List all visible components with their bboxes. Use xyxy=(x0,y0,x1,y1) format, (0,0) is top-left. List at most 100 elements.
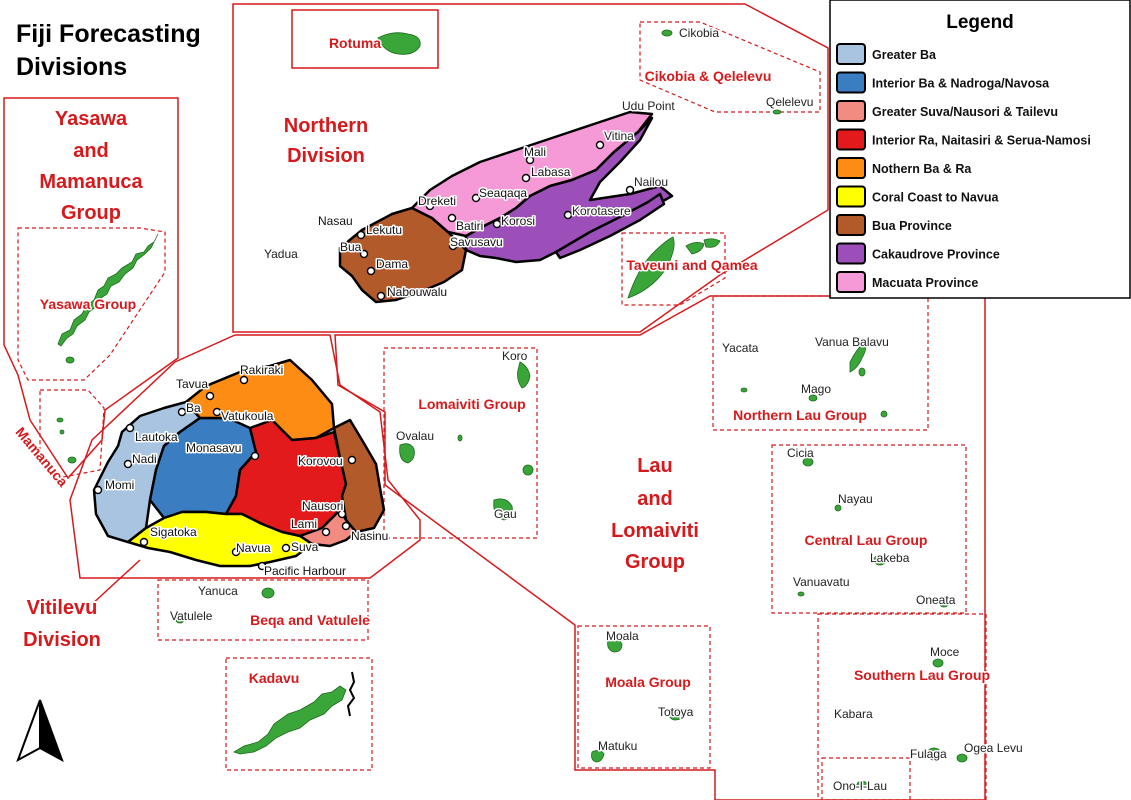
bua-label: Bua xyxy=(340,240,362,254)
lami-marker xyxy=(321,527,331,537)
legend-swatch xyxy=(836,71,866,94)
rotuma-island xyxy=(377,32,421,55)
vanualevu-provinces xyxy=(338,110,674,304)
gau-label: Gau xyxy=(494,507,517,521)
savusavu-marker xyxy=(448,241,458,251)
nabouwalu-label: Nabouwalu xyxy=(387,285,447,299)
vanua-balavu-label: Vanua Balavu xyxy=(815,335,889,349)
lautoka-marker xyxy=(125,423,135,433)
cicia-label: Cicia xyxy=(787,446,814,460)
yasawa-chain xyxy=(57,233,159,347)
moala-group-label: Moala Group xyxy=(605,674,691,690)
legend-label: Cakaudrove Province xyxy=(872,248,1000,262)
legend-label: Greater Suva/Nausori & Tailevu xyxy=(872,105,1058,119)
labasa-marker xyxy=(521,173,531,183)
vitilevu-division-boundary xyxy=(69,334,421,579)
vatukoula-marker xyxy=(212,407,222,417)
northern-lau-label: Northern Lau Group xyxy=(733,407,867,423)
beqa-vatulele-box xyxy=(157,579,369,641)
lekutu-marker xyxy=(356,230,366,240)
legend-item: Greater Ba xyxy=(836,43,937,65)
central-lau-label: Central Lau Group xyxy=(805,532,928,548)
legend-swatch xyxy=(836,43,866,65)
rotuma-label: Rotuma xyxy=(329,35,381,51)
sigatoka-label: Sigatoka xyxy=(150,525,197,539)
mago-island xyxy=(808,394,818,402)
legend-label: Coral Coast to Navua xyxy=(872,191,999,205)
gau-island xyxy=(493,498,513,521)
vatulele-island xyxy=(175,616,185,624)
yadua-label: Yadua xyxy=(264,247,298,261)
dreketi-marker xyxy=(425,201,435,211)
navua-label: Navua xyxy=(236,541,271,555)
nailou-marker xyxy=(625,185,635,195)
moala-island xyxy=(607,638,623,653)
lomaiviti-group-label: Lomaiviti Group xyxy=(418,396,525,412)
lau-division-label-3: Lomaiviti xyxy=(611,520,699,542)
batiri-label: Batiri xyxy=(456,219,483,233)
mamanuca-islet-1 xyxy=(56,417,64,423)
ogea-levu-label: Ogea Levu xyxy=(964,741,1023,755)
rakiraki-marker xyxy=(239,375,249,385)
kadavu-reef-line xyxy=(346,671,356,717)
fulaga-island xyxy=(926,747,942,761)
vitina-label: Vitina xyxy=(604,129,634,143)
vanua-balavu-islet xyxy=(858,367,866,377)
legend-swatch xyxy=(836,185,866,208)
kadavu-box xyxy=(225,657,373,771)
southern-lau-box xyxy=(817,613,987,800)
yasawa-group-box xyxy=(17,227,166,381)
koro-label: Koro xyxy=(502,349,528,363)
qelelevu-island xyxy=(772,109,782,115)
momi-marker xyxy=(93,485,103,495)
lomaiviti-box xyxy=(383,347,538,539)
monasavu-label: Monasavu xyxy=(186,441,241,455)
region-boxes xyxy=(17,9,987,800)
mali-label: Mali xyxy=(524,145,546,159)
rakiraki-label: Rakiraki xyxy=(240,363,283,377)
vatukoula-label: Vatukoula xyxy=(221,409,274,423)
mali-marker xyxy=(525,155,535,165)
savusavu-label: Savusavu xyxy=(450,235,503,249)
lami-label: Lami xyxy=(291,517,317,531)
legend-label: Interior Ra, Naitasiri & Serua-Namosi xyxy=(872,134,1091,148)
kadavu-island xyxy=(233,685,347,755)
yacata-label: Yacata xyxy=(722,341,759,355)
monasavu-marker xyxy=(250,451,260,461)
vitilevu-regions xyxy=(92,358,386,568)
yacata-islet xyxy=(740,387,748,393)
ovalau-island xyxy=(399,443,415,464)
yanuca-label: Yanuca xyxy=(198,584,238,598)
totoya-label: Totoya xyxy=(658,705,694,719)
legend-item: Interior Ba & Nadroga/Navosa xyxy=(836,71,1050,94)
legend-title: Legend xyxy=(946,12,1014,33)
ba-marker xyxy=(177,407,187,417)
oneata-label: Oneata xyxy=(916,593,956,607)
lau-lomaiviti-boundary xyxy=(334,295,986,800)
legend-box xyxy=(829,0,1131,299)
southern-lau-label: Southern Lau Group xyxy=(854,667,990,683)
lakeba-label: Lakeba xyxy=(870,551,910,565)
northern-lau-islet xyxy=(880,410,888,418)
yasawa-division-label-1: Yasawa xyxy=(55,108,128,130)
division-boundaries xyxy=(3,3,986,800)
yasawa-division-label-4: Group xyxy=(61,202,121,224)
legend-item: Greater Suva/Nausori & Tailevu xyxy=(836,100,1058,122)
qelelevu-label: Qelelevu xyxy=(766,95,813,109)
ogea-levu-island xyxy=(956,753,968,763)
seaqaqa-marker xyxy=(471,193,481,203)
northern-division-label-2: Division xyxy=(287,145,365,167)
dama-marker xyxy=(366,266,376,276)
cakaudrove-peninsula xyxy=(554,192,666,260)
tavua-label: Tavua xyxy=(176,377,208,391)
suva-label: Suva xyxy=(291,540,319,554)
ono-i-lau-box xyxy=(821,757,911,800)
vitilevu-division-label-2: Division xyxy=(23,629,101,651)
legend-item: Cakaudrove Province xyxy=(836,242,1000,265)
town-markers xyxy=(93,140,635,571)
nasinu-label: Nasinu xyxy=(351,529,388,543)
mago-label: Mago xyxy=(801,382,831,396)
legend-label: Macuata Province xyxy=(872,276,978,290)
beqa-vatulele-label: Beqa and Vatulele xyxy=(250,612,370,628)
legend: Legend Greater Ba Interior Ba & Nadroga/N… xyxy=(829,0,1131,299)
